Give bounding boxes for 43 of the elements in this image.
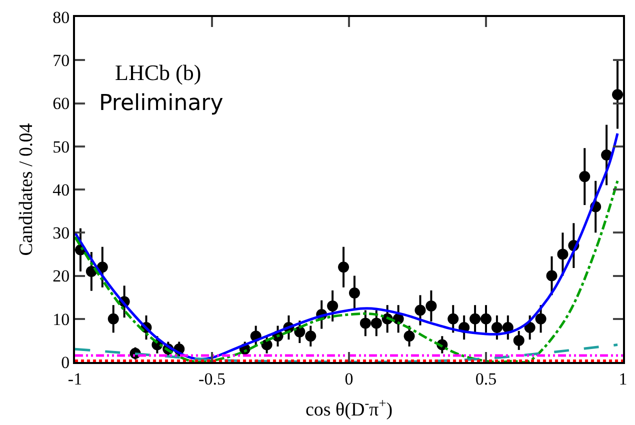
y-axis-title: Candidates / 0.04 xyxy=(16,122,37,256)
x-tick-label: -1 xyxy=(68,369,82,388)
y-tick-label: 50 xyxy=(52,137,70,156)
point xyxy=(370,318,382,329)
point xyxy=(448,313,459,324)
point xyxy=(579,171,590,182)
point xyxy=(612,89,623,100)
point xyxy=(305,330,316,342)
point xyxy=(108,313,119,324)
point xyxy=(404,330,415,342)
x-axis-title: cos θ(D$^{-}$π$^{+}$) xyxy=(305,396,393,421)
y-tick-label: 30 xyxy=(52,224,70,243)
y-tick-label: 60 xyxy=(52,94,70,114)
x-tick-label: 0 xyxy=(344,369,354,388)
point xyxy=(480,313,492,324)
y-tick-label: 80 xyxy=(52,8,70,27)
point xyxy=(360,318,371,329)
point xyxy=(535,313,546,324)
point xyxy=(491,322,502,333)
point xyxy=(338,262,350,273)
point xyxy=(327,300,338,312)
point xyxy=(601,150,612,160)
y-tick-label: 40 xyxy=(52,180,70,200)
point xyxy=(546,270,558,282)
x-tick-label: 0.5 xyxy=(475,369,497,388)
y-tick-label: 20 xyxy=(52,266,70,286)
line-series xyxy=(75,180,619,362)
point xyxy=(470,313,481,324)
point xyxy=(414,304,426,316)
x-tick-label: -0.5 xyxy=(198,369,226,388)
y-tick-label: 10 xyxy=(52,310,70,329)
point xyxy=(348,288,360,298)
point xyxy=(557,248,568,260)
point xyxy=(524,322,536,333)
point xyxy=(294,326,306,338)
x-tick-label: 1 xyxy=(618,369,628,388)
annotation: LHCb (b) xyxy=(115,60,202,85)
annotation: Preliminary xyxy=(99,91,224,116)
line-series xyxy=(75,132,619,360)
y-tick-label: 70 xyxy=(52,51,70,70)
point xyxy=(513,334,524,346)
y-tick-label: 0 xyxy=(61,352,70,372)
point xyxy=(426,300,437,312)
